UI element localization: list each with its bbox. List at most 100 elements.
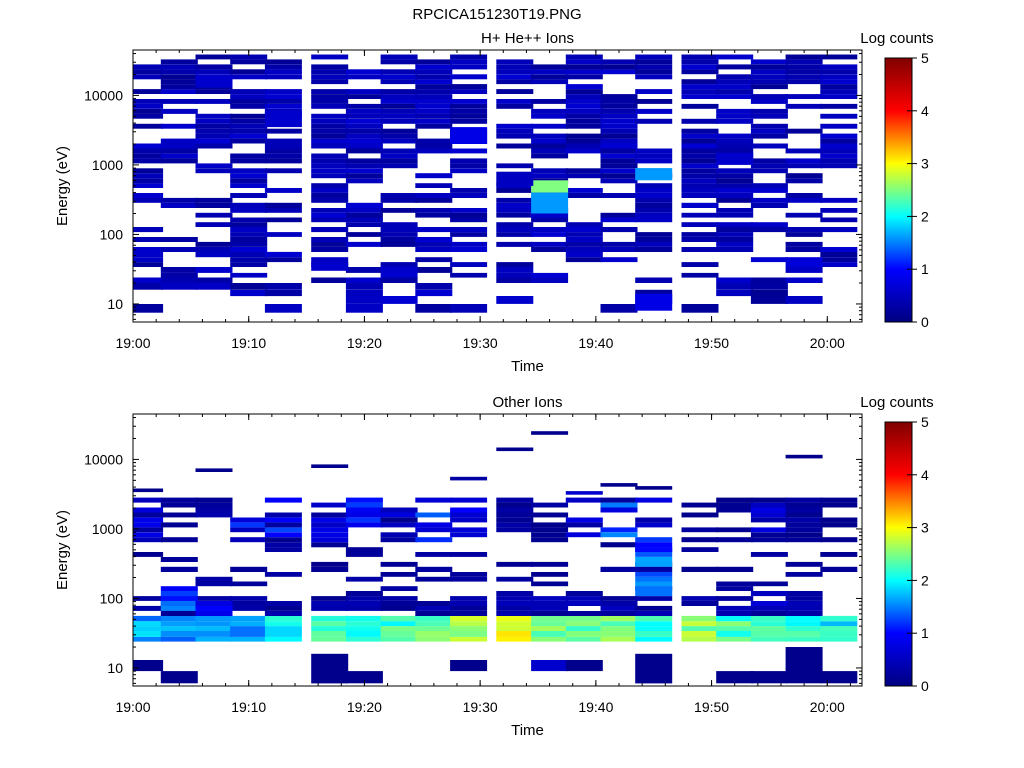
heatmap-cell — [600, 178, 638, 184]
colorbar-label: Log counts — [860, 394, 933, 411]
heatmap-cell — [311, 54, 349, 60]
heatmap-cell — [635, 611, 673, 616]
x-tick-label: 19:00 — [115, 335, 150, 351]
heatmap-cell — [380, 262, 418, 267]
heatmap-cell — [716, 113, 754, 119]
heatmap-cell — [415, 79, 453, 85]
heatmap-cell — [716, 79, 754, 85]
heatmap-cell — [681, 615, 719, 622]
heatmap-cell — [311, 237, 349, 242]
heatmap-cell — [311, 64, 349, 70]
heatmap-cell — [820, 64, 858, 70]
heatmap-cell — [600, 173, 638, 179]
heatmap-cell — [450, 84, 488, 90]
heatmap-cell — [415, 208, 453, 213]
heatmap-cell — [345, 123, 383, 129]
heatmap-cell — [600, 212, 638, 218]
heatmap-cell — [635, 74, 673, 80]
heatmap-cell — [635, 636, 673, 642]
heatmap-cell — [345, 512, 383, 518]
heatmap-cell — [785, 596, 823, 601]
heatmap-cell — [345, 576, 383, 582]
heatmap-cell — [785, 158, 823, 164]
heatmap-cell — [450, 601, 488, 606]
colorbar-label: Log counts — [860, 30, 933, 47]
heatmap-cell — [785, 64, 823, 70]
heatmap-cell — [133, 522, 164, 528]
heatmap-cell — [160, 74, 198, 80]
x-tick-label: 20:00 — [810, 699, 845, 715]
heatmap-cell — [311, 527, 349, 533]
heatmap-cell — [716, 197, 754, 203]
heatmap-cell — [345, 158, 383, 164]
heatmap-cell — [230, 217, 268, 223]
heatmap-cell — [681, 103, 719, 109]
heatmap-cell — [133, 148, 164, 154]
heatmap-cell — [450, 193, 488, 198]
heatmap-cell — [160, 557, 198, 562]
heatmap-cell — [311, 208, 349, 213]
heatmap-cell — [450, 59, 488, 65]
heatmap-cell — [415, 74, 453, 80]
heatmap-cell — [415, 138, 453, 144]
heatmap-cell — [716, 143, 754, 149]
heatmap-cell — [450, 208, 488, 213]
heatmap-cell — [311, 532, 349, 538]
heatmap-cell — [415, 69, 453, 75]
heatmap-cell — [635, 217, 673, 223]
heatmap-cell — [450, 113, 488, 119]
heatmap-cell — [311, 99, 349, 104]
heatmap-cell — [531, 561, 569, 567]
heatmap-cell — [264, 611, 302, 616]
heatmap-cell — [496, 561, 534, 567]
y-tick-label: 100 — [100, 226, 124, 242]
heatmap-cell — [600, 59, 638, 65]
heatmap-cell — [230, 596, 268, 601]
heatmap-cell — [716, 581, 754, 587]
heatmap-cell — [160, 158, 198, 164]
heatmap-cell — [133, 168, 164, 174]
low-energy-cell — [345, 671, 383, 684]
heatmap-cell — [415, 89, 453, 94]
heatmap-cell — [415, 636, 453, 642]
heatmap-cell — [160, 79, 198, 85]
heatmap-cell — [133, 636, 164, 642]
heatmap-cell — [716, 74, 754, 80]
heatmap-cell — [345, 277, 383, 283]
heatmap-cell — [496, 133, 534, 139]
heatmap-cell — [133, 178, 164, 184]
heatmap-cell — [450, 54, 488, 60]
heatmap-cell — [635, 232, 673, 237]
heatmap-cell — [160, 59, 198, 65]
heatmap-cell — [496, 502, 534, 508]
heatmap-cell — [380, 69, 418, 75]
heatmap-cell — [820, 552, 858, 557]
heatmap-cell — [820, 257, 858, 263]
heatmap-cell — [133, 193, 164, 198]
heatmap-cell — [133, 283, 164, 290]
heatmap-cell — [716, 247, 754, 252]
heatmap-cell — [750, 163, 788, 169]
heatmap-cell — [345, 497, 383, 503]
spike-cell — [160, 591, 198, 597]
heatmap-cell — [230, 74, 268, 80]
heatmap-cell — [531, 173, 569, 179]
heatmap-cell — [785, 507, 823, 513]
heatmap-cell — [380, 197, 418, 203]
heatmap-cell — [133, 631, 164, 637]
heatmap-cell — [820, 79, 858, 85]
heatmap-cell — [380, 163, 418, 169]
heatmap-cell — [160, 64, 198, 70]
spike-cell — [635, 581, 673, 587]
heatmap-cell — [230, 517, 268, 523]
heatmap-cell — [230, 222, 268, 227]
heatmap-cell — [380, 118, 418, 124]
heatmap-cell — [311, 168, 349, 174]
heatmap-cell — [311, 123, 349, 129]
heatmap-cell — [635, 89, 673, 94]
heatmap-cell — [311, 143, 349, 149]
heatmap-cell — [750, 626, 788, 631]
heatmap-cell — [531, 626, 569, 631]
highlight-cell — [195, 74, 233, 88]
heatmap-cell — [195, 222, 233, 227]
